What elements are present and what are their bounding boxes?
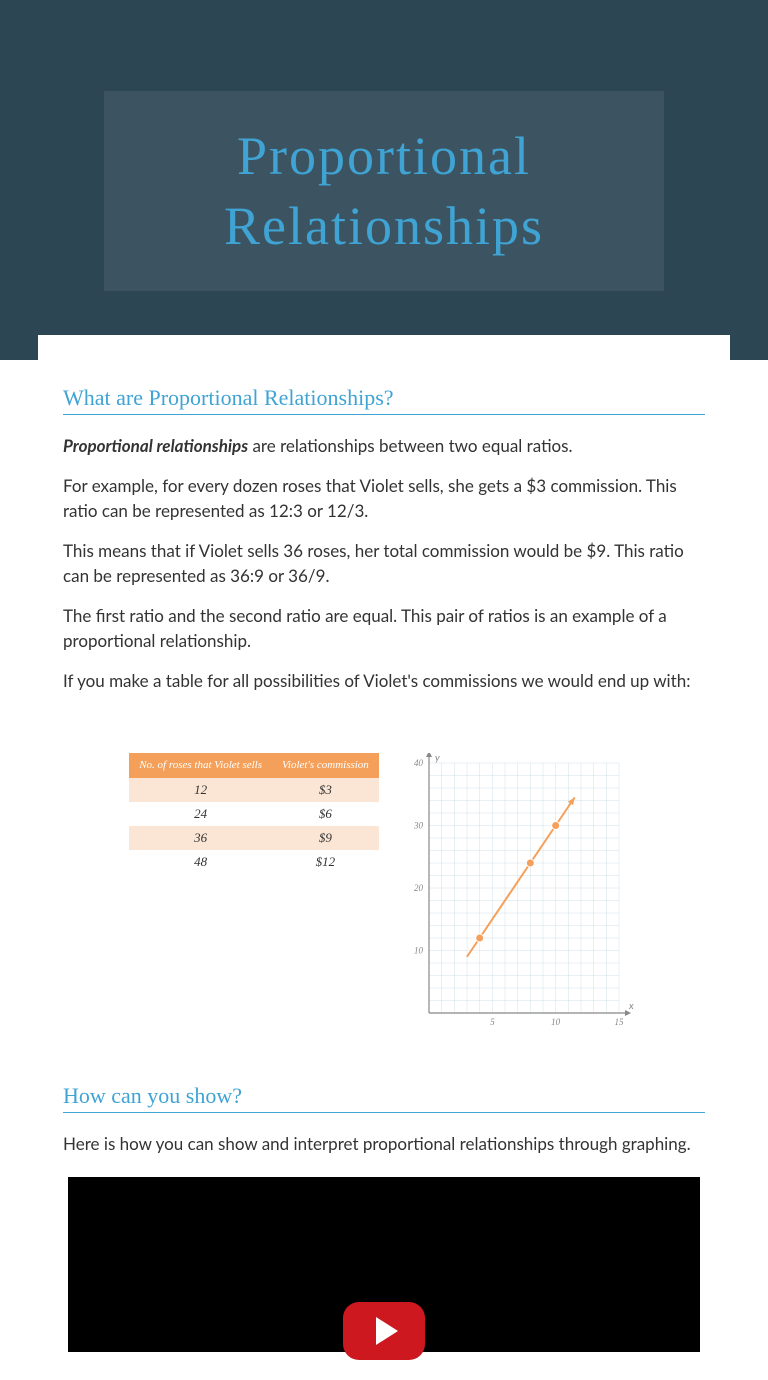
table-row: 48$12: [129, 850, 379, 874]
paragraph-1-rest: are relationships between two equal rati…: [248, 435, 572, 456]
figure-area: No. of roses that Violet sells Violet's …: [63, 753, 705, 1033]
svg-text:20: 20: [414, 883, 424, 893]
svg-text:5: 5: [490, 1017, 495, 1027]
svg-text:10: 10: [551, 1017, 561, 1027]
video-embed[interactable]: [68, 1177, 700, 1352]
lead-term: Proportional relationships: [63, 435, 248, 456]
play-button[interactable]: [343, 1302, 425, 1360]
commission-table: No. of roses that Violet sells Violet's …: [129, 753, 379, 874]
page-header: Proportional Relationships: [0, 0, 768, 360]
paragraph-3: This means that if Violet sells 36 roses…: [63, 538, 705, 589]
svg-text:30: 30: [413, 821, 424, 831]
table-row: 24$6: [129, 802, 379, 826]
table-header-commission: Violet's commission: [272, 753, 379, 778]
section-heading-1: What are Proportional Relationships?: [63, 385, 705, 415]
svg-text:40: 40: [414, 758, 424, 768]
line-chart: 10 20 30 40 5 10 15 y x: [379, 753, 639, 1033]
section2-text: Here is how you can show and interpret p…: [63, 1131, 705, 1157]
chart-svg: 10 20 30 40 5 10 15 y x: [379, 753, 639, 1033]
paragraph-1: Proportional relationships are relations…: [63, 433, 705, 459]
paragraph-5: If you make a table for all possibilitie…: [63, 668, 705, 694]
table-row: 36$9: [129, 826, 379, 850]
paragraph-2: For example, for every dozen roses that …: [63, 473, 705, 524]
title-box: Proportional Relationships: [104, 91, 664, 291]
table-header-roses: No. of roses that Violet sells: [129, 753, 272, 778]
page-title: Proportional Relationships: [124, 121, 644, 261]
section-heading-2: How can you show?: [63, 1083, 705, 1113]
svg-text:y: y: [435, 753, 440, 764]
svg-text:x: x: [628, 1000, 634, 1012]
paragraph-4: The first ratio and the second ratio are…: [63, 603, 705, 654]
table-row: 12$3: [129, 778, 379, 802]
play-icon: [376, 1317, 398, 1345]
svg-text:15: 15: [614, 1017, 624, 1027]
content-card: What are Proportional Relationships? Pro…: [38, 335, 730, 1352]
svg-text:10: 10: [414, 946, 424, 956]
